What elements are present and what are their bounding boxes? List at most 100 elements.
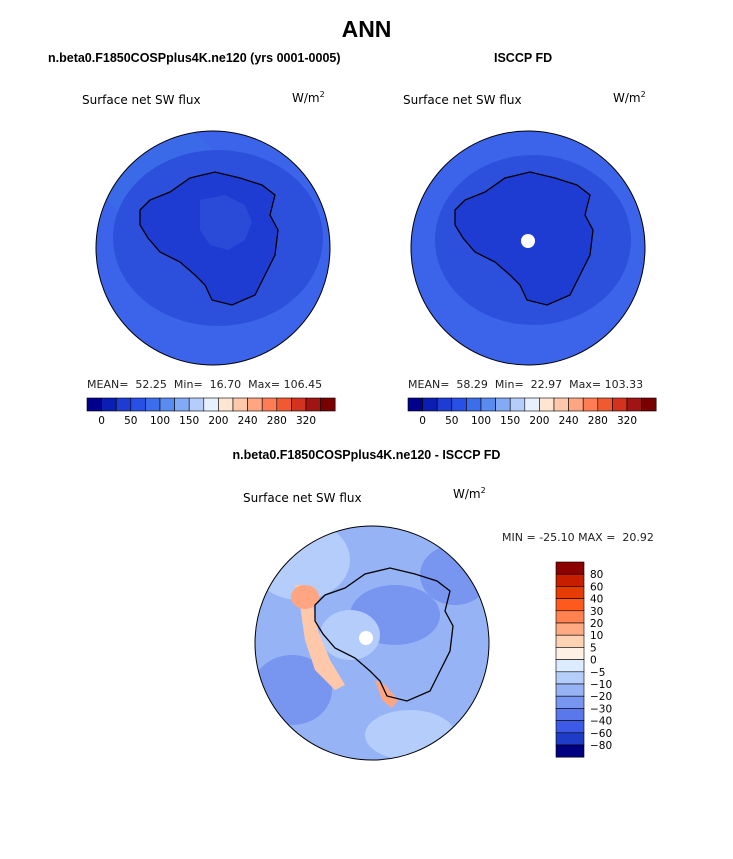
colorbar-model-swatch xyxy=(291,397,307,412)
colorbar-diff-swatch xyxy=(555,586,585,599)
colorbar-diff-swatch xyxy=(555,610,585,624)
colorbar-model-swatch xyxy=(218,397,234,412)
map-diff-warm-band xyxy=(295,585,345,690)
panel3-units: W/m2 xyxy=(453,486,486,501)
map-model xyxy=(95,130,331,366)
colorbar-diff-tick-label: −30 xyxy=(590,703,612,715)
map-diff-patch-d xyxy=(365,710,455,760)
colorbar-obs-swatch xyxy=(451,397,467,412)
panel1-field-label: Surface net SW flux xyxy=(82,93,201,107)
colorbar-obs-tick-label: 200 xyxy=(529,415,549,427)
colorbar-model-tick-label: 320 xyxy=(296,415,316,427)
colorbar-diff-tick-label: 20 xyxy=(590,618,603,630)
colorbar-diff-tick-label: −10 xyxy=(590,679,612,691)
colorbar-model-swatch xyxy=(261,397,278,412)
colorbar-model-tick-label: 240 xyxy=(238,415,258,427)
colorbar-model-tick-label: 280 xyxy=(267,415,287,427)
colorbar-obs-swatch xyxy=(597,397,613,412)
colorbar-obs-swatch xyxy=(641,397,657,412)
map-diff-border xyxy=(254,525,490,761)
map-obs-coastline xyxy=(454,171,594,306)
colorbar-obs-tick-label: 240 xyxy=(559,415,579,427)
panel3-stats: MIN = -25.10 MAX = 20.92 xyxy=(502,531,654,544)
colorbar-diff-swatch xyxy=(555,720,585,734)
colorbar-diff-tick-label: −40 xyxy=(590,716,612,728)
panel2-stats: MEAN= 58.29 Min= 22.97 Max= 103.33 xyxy=(408,378,644,391)
colorbar-model-swatch xyxy=(232,397,248,412)
colorbar-model-swatch xyxy=(320,397,336,412)
colorbar-diff-swatch xyxy=(555,634,585,648)
colorbar-model-tick-label: 50 xyxy=(124,415,137,427)
colorbar-diff-tick-label: 60 xyxy=(590,581,603,593)
panel2-field-label: Surface net SW flux xyxy=(403,93,522,107)
colorbar-obs-tick-label: 150 xyxy=(500,415,520,427)
panel2-units: W/m2 xyxy=(613,90,646,105)
colorbar-diff-swatch xyxy=(555,598,585,612)
colorbar-diff-swatch xyxy=(555,671,585,685)
colorbar-diff-tick-label: 30 xyxy=(590,606,603,618)
colorbar-model-swatch xyxy=(101,397,117,412)
colorbar-diff-swatch xyxy=(555,622,585,636)
colorbar-model-swatch xyxy=(159,397,175,412)
map-model-coastline xyxy=(139,171,279,306)
colorbar-diff-tick-label: 5 xyxy=(590,642,597,654)
colorbar-model-tick-label: 200 xyxy=(208,415,228,427)
map-obs-pole-hole xyxy=(521,234,535,248)
panel3-title: n.beta0.F1850COSPplus4K.ne120 - ISCCP FD xyxy=(232,448,501,462)
colorbar-model-swatch xyxy=(86,397,102,412)
colorbar-obs-swatch xyxy=(568,397,584,412)
colorbar-obs: 0 50 100 150 200 240 280 320 xyxy=(407,397,657,427)
colorbar-model-swatch xyxy=(145,397,161,412)
colorbar-obs-swatch xyxy=(436,397,453,412)
colorbar-diff-tick-label: −20 xyxy=(590,691,612,703)
colorbar-diff-tick-label: −5 xyxy=(590,667,605,679)
colorbar-model-tick-label: 150 xyxy=(179,415,199,427)
colorbar-diff-swatch xyxy=(555,744,585,758)
colorbar-model-swatch xyxy=(115,397,132,412)
colorbar-obs-tick-label: 320 xyxy=(617,415,637,427)
main-title: ANN xyxy=(341,16,392,42)
colorbar-obs-swatch xyxy=(553,397,569,412)
colorbar-model-swatch xyxy=(203,397,219,412)
colorbar-diff-tick-label: 10 xyxy=(590,630,603,642)
colorbar-obs-swatch xyxy=(509,397,526,412)
colorbar-obs-swatch xyxy=(480,397,496,412)
colorbar-model-swatch xyxy=(130,397,146,412)
colorbar-model-swatch xyxy=(276,397,292,412)
colorbar-diff-swatch xyxy=(555,647,585,660)
panel1-title: n.beta0.F1850COSPplus4K.ne120 (yrs 0001-… xyxy=(48,51,341,65)
colorbar-diff-swatch xyxy=(555,732,585,746)
colorbar-model-swatch xyxy=(188,397,205,412)
colorbar-obs-swatch xyxy=(422,397,438,412)
map-diff xyxy=(254,525,490,761)
colorbar-diff-swatch xyxy=(555,561,585,575)
colorbar-model-tick-label: 100 xyxy=(150,415,170,427)
colorbar-obs-tick-label: 50 xyxy=(445,415,458,427)
colorbar-diff-swatch xyxy=(555,659,585,673)
panel3-field-label: Surface net SW flux xyxy=(243,491,362,505)
colorbar-obs-tick-label: 100 xyxy=(471,415,491,427)
colorbar-obs-swatch xyxy=(407,397,423,412)
colorbar-diff-swatch xyxy=(555,573,585,587)
colorbar-diff-swatch xyxy=(555,695,585,709)
map-model-interior-patch xyxy=(200,195,252,250)
colorbar-diff-swatch xyxy=(555,708,585,721)
colorbar-diff-tick-label: −80 xyxy=(590,740,612,752)
colorbar-obs-swatch xyxy=(539,397,555,412)
colorbar-obs-swatch xyxy=(582,397,599,412)
colorbar-obs-swatch xyxy=(612,397,628,412)
colorbar-diff-swatch xyxy=(555,683,585,697)
map-obs-border xyxy=(410,130,646,366)
colorbar-model-swatch xyxy=(174,397,190,412)
map-model-border xyxy=(95,130,331,366)
colorbar-diff-tick-label: −60 xyxy=(590,728,612,740)
colorbar-obs-swatch xyxy=(495,397,511,412)
colorbar-obs-swatch xyxy=(466,397,482,412)
map-diff-pole-hole xyxy=(359,631,373,645)
colorbar-model-swatch xyxy=(247,397,263,412)
colorbar-obs-swatch xyxy=(626,397,642,412)
colorbar-diff-tick-label: 80 xyxy=(590,569,603,581)
colorbar-obs-tick-label: 280 xyxy=(588,415,608,427)
